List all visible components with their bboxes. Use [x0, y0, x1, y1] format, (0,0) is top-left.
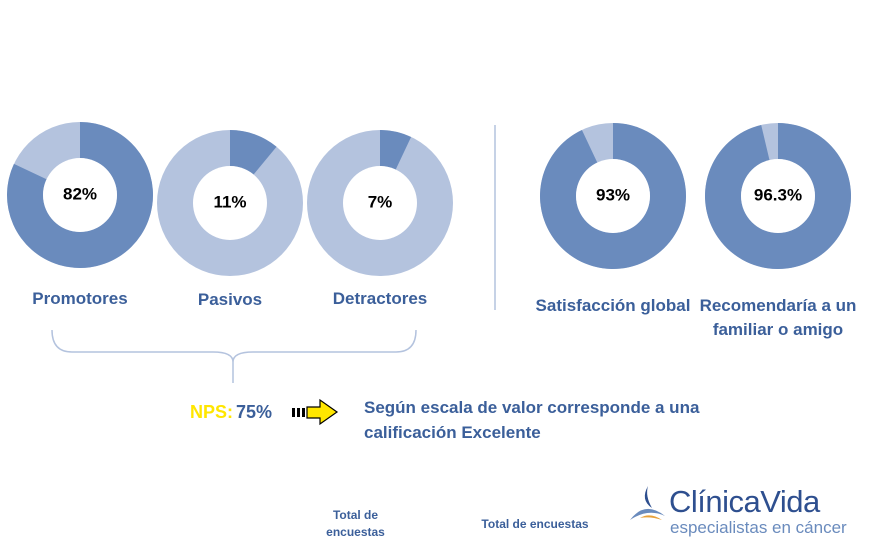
footer-right: Total de encuestas	[481, 517, 589, 531]
value-label: 7%	[368, 192, 393, 211]
nps-value: 75%	[236, 402, 273, 422]
donut-segment	[380, 130, 412, 170]
donut-segment	[230, 130, 277, 175]
donut-title: Promotores	[32, 289, 128, 308]
value-label: 93%	[596, 185, 630, 204]
logo-name: ClínicaVida	[669, 484, 820, 520]
arrow	[292, 398, 339, 426]
donut-segment	[704, 123, 851, 270]
footer-left: Total de encuestas	[326, 508, 385, 539]
donut-title: Detractores	[332, 289, 428, 308]
donut-title: Pasivos	[197, 290, 263, 309]
value-label: 96.3%	[754, 185, 802, 204]
donut-hole	[43, 158, 117, 232]
donut-hole	[741, 159, 815, 233]
donut-title: Recomendaría a un familiar o amigo	[699, 296, 857, 339]
donut-hole	[343, 166, 417, 240]
logo-icon	[630, 486, 665, 520]
donut-hole	[193, 166, 267, 240]
donut-segment	[540, 123, 686, 269]
logo-tagline: especialistas en cáncer	[670, 518, 847, 537]
logo-name-a: Clínica	[669, 484, 761, 519]
note: Según escala de valor corresponde a una …	[364, 398, 700, 442]
value-label: 11%	[213, 192, 246, 211]
nps-label: NPS:	[190, 402, 234, 422]
donut-title: Satisfacción global	[535, 296, 691, 315]
donut-segment	[7, 122, 154, 269]
value-label: 82%	[63, 184, 97, 203]
logo-name-b: Vida	[760, 484, 820, 519]
bracket	[51, 329, 417, 383]
donut-hole	[576, 159, 650, 233]
